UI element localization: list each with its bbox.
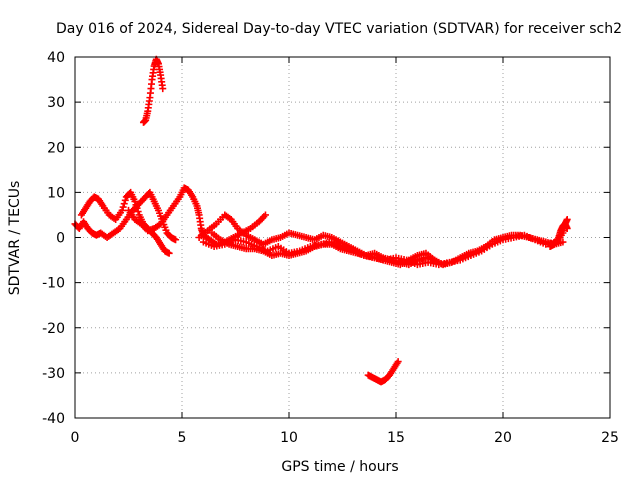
data-point-plus xyxy=(159,85,167,93)
data-points xyxy=(71,55,571,386)
data-point-plus xyxy=(563,215,571,223)
data-point-plus xyxy=(172,236,180,244)
series-track-h xyxy=(139,55,167,126)
data-point-plus xyxy=(165,249,173,257)
x-axis-label: GPS time / hours xyxy=(281,459,398,475)
data-point-plus xyxy=(132,201,140,209)
series-track-c xyxy=(125,184,269,248)
x-tick-label: 15 xyxy=(387,430,405,446)
x-tick-label: 5 xyxy=(178,430,187,446)
data-point-plus xyxy=(394,358,402,366)
y-tick-label: -10 xyxy=(42,276,65,292)
data-point-plus xyxy=(559,238,567,246)
y-tick-label: 0 xyxy=(56,231,65,247)
chart-title: Day 016 of 2024, Sidereal Day-to-day VTE… xyxy=(56,21,622,37)
data-point-plus xyxy=(118,206,126,214)
y-tick-label: 10 xyxy=(47,185,65,201)
y-tick-label: 30 xyxy=(47,95,65,111)
data-point-plus xyxy=(119,203,127,211)
y-tick-label: -40 xyxy=(42,411,65,427)
data-point-plus xyxy=(120,200,128,208)
data-point-plus xyxy=(133,204,141,212)
data-point-plus xyxy=(121,196,129,204)
series-track-f xyxy=(208,229,439,269)
x-tick-label: 10 xyxy=(280,430,298,446)
x-tick-label: 0 xyxy=(71,430,80,446)
data-point-plus xyxy=(563,224,571,232)
y-tick-label: -30 xyxy=(42,366,65,382)
data-point-plus xyxy=(261,211,269,219)
y-tick-label: -20 xyxy=(42,321,65,337)
data-point-plus xyxy=(431,256,439,264)
data-point-plus xyxy=(131,197,139,205)
series-track-i xyxy=(364,358,402,386)
x-tick-label: 25 xyxy=(601,430,619,446)
plot-frame xyxy=(74,56,611,419)
y-tick-label: 20 xyxy=(47,140,65,156)
x-tick-label: 20 xyxy=(494,430,512,446)
y-axis-label: SDTVAR / TECUs xyxy=(7,181,23,296)
axes: 0 5 10 15 20 25 -40 -30 -20 -10 0 10 20 30 40 xyxy=(42,50,619,446)
series-track-g xyxy=(546,220,571,251)
y-tick-label: 40 xyxy=(47,50,65,66)
data-point-plus xyxy=(134,208,142,216)
